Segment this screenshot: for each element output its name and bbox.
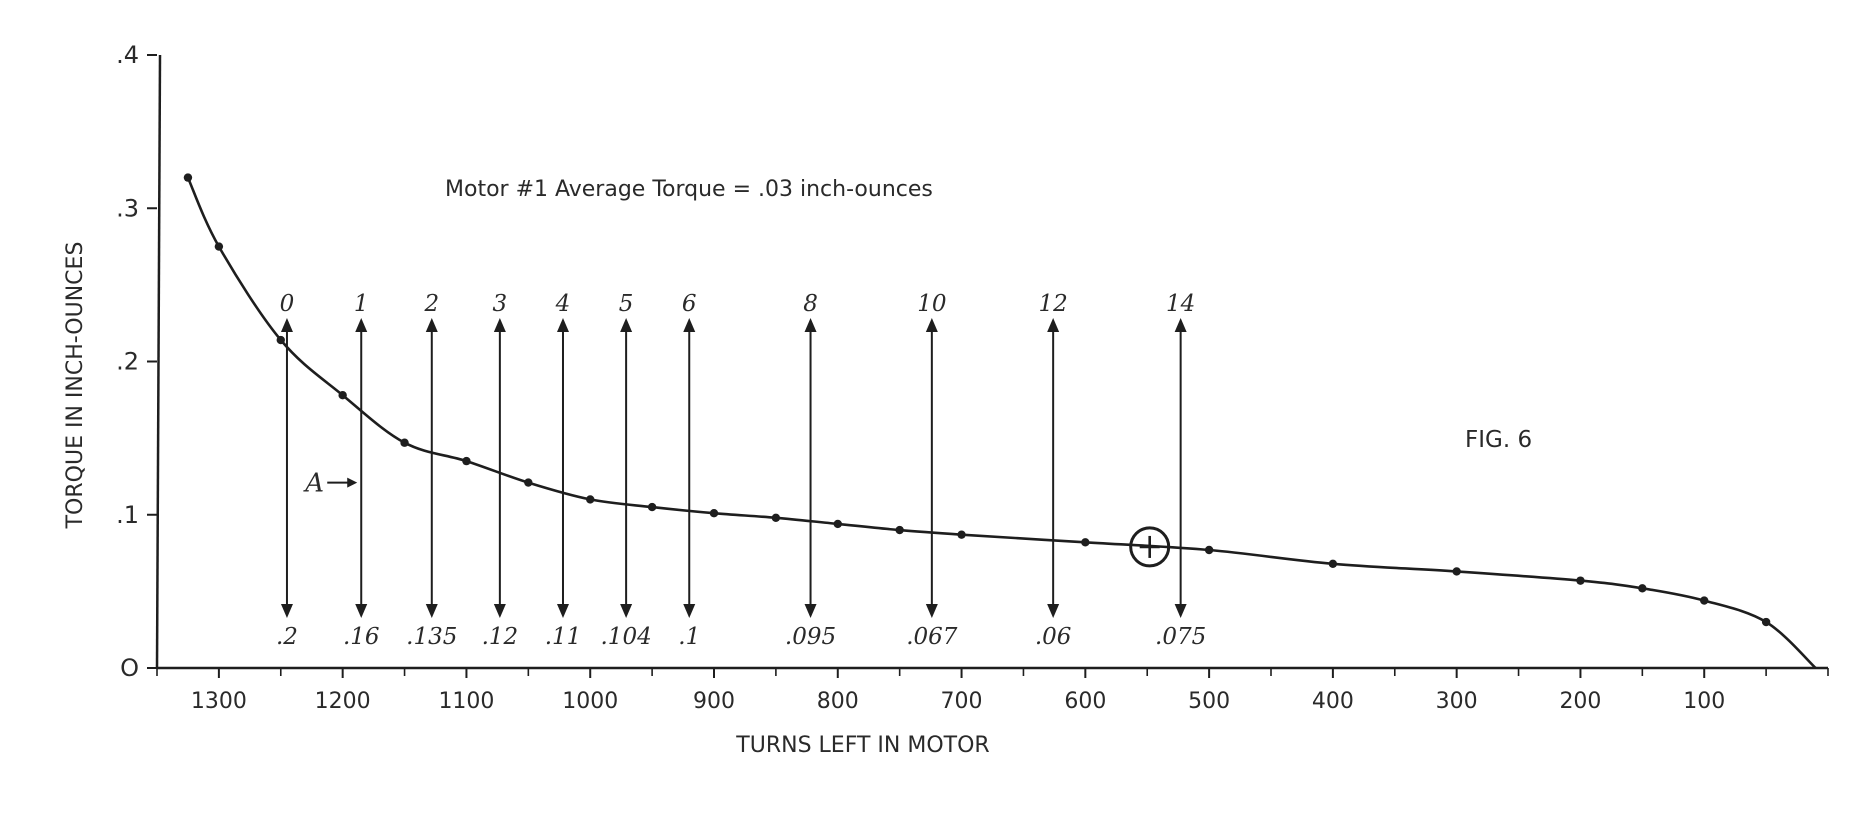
marker-arrow-head-up — [1174, 318, 1187, 332]
marker-arrow-head-up — [425, 318, 438, 332]
x-tick-label: 1300 — [191, 689, 247, 714]
marker-arrow-head-up — [355, 318, 368, 332]
marker-top-label: 0 — [280, 291, 295, 317]
x-tick-label: 300 — [1436, 689, 1478, 714]
torque-data-point — [276, 335, 285, 345]
x-tick-label: 1100 — [438, 689, 494, 714]
torque-data-point — [462, 456, 471, 466]
marker-arrow-head-down — [683, 604, 696, 618]
torque-data-point — [833, 519, 842, 529]
marker-bottom-label: .075 — [1155, 624, 1206, 650]
torque-data-point — [1638, 584, 1647, 593]
marker-bottom-label: .12 — [482, 624, 519, 650]
torque-data-point — [1328, 559, 1338, 568]
marker-bottom-label: .135 — [406, 624, 457, 650]
marker-arrow-head-up — [683, 318, 696, 332]
torque-data-point — [400, 438, 409, 447]
chart-annotation: Motor #1 Average Torque = .03 inch-ounce… — [445, 177, 933, 202]
y-tick-label: O — [120, 654, 139, 682]
marker-arrow-head-down — [804, 604, 817, 618]
torque-data-point — [524, 478, 533, 487]
torque-data-point — [1204, 545, 1214, 555]
y-tick-label: .1 — [116, 501, 139, 529]
marker-bottom-label: .11 — [545, 624, 582, 650]
torque-data-point — [709, 509, 719, 518]
torque-data-point — [1700, 596, 1709, 605]
point-label-a: A — [303, 469, 324, 499]
marker-top-label: 12 — [1039, 291, 1068, 317]
torque-data-point — [895, 525, 904, 535]
torque-data-point — [1452, 567, 1461, 576]
x-tick-label: 1000 — [562, 689, 618, 714]
marker-arrow-head-up — [620, 318, 633, 332]
torque-data-point — [1576, 576, 1585, 585]
circled-point-ring — [1129, 526, 1171, 568]
marker-bottom-label: .095 — [785, 624, 836, 650]
marker-top-label: 5 — [619, 291, 634, 317]
marker-arrow-head-up — [925, 318, 938, 332]
marker-arrow-head-down — [425, 604, 438, 618]
marker-bottom-label: .067 — [906, 624, 958, 650]
marker-top-label: 1 — [354, 291, 369, 317]
marker-top-label: 6 — [682, 291, 697, 317]
marker-arrow-head-down — [925, 604, 938, 618]
y-axis-line — [155, 54, 162, 669]
point-label-arrow-head — [347, 477, 358, 488]
torque-data-point — [214, 242, 224, 251]
torque-data-point — [647, 502, 657, 512]
marker-bottom-label: .104 — [601, 624, 652, 650]
marker-arrow-head-up — [1047, 318, 1060, 332]
torque-curve-layer — [183, 173, 1817, 669]
torque-data-point — [771, 513, 781, 523]
marker-arrow-head-down — [556, 604, 569, 618]
x-tick-label: 800 — [817, 689, 859, 714]
x-tick-label: 600 — [1064, 689, 1106, 714]
marker-arrow-head-up — [804, 318, 817, 332]
marker-top-label: 14 — [1166, 291, 1195, 317]
marker-arrow-head-up — [280, 318, 293, 332]
measurement-markers: 0 .2 1 .16 2 .135 3 .12 4 .11 5 .104 6 .1 8 .095 10 .067 1… — [276, 291, 1206, 650]
marker-arrow-head-up — [493, 318, 506, 332]
marker-top-label: 8 — [803, 291, 818, 317]
torque-data-point — [1761, 617, 1771, 627]
x-tick-label: 400 — [1312, 689, 1354, 714]
x-tick-label: 200 — [1559, 689, 1601, 714]
y-tick-label: .2 — [116, 348, 139, 376]
y-tick-label: .4 — [116, 41, 139, 69]
marker-arrow-head-down — [620, 604, 633, 618]
marker-top-label: 10 — [917, 291, 946, 317]
torque-data-point — [338, 391, 347, 400]
torque-data-point — [586, 495, 595, 504]
marker-bottom-label: .1 — [678, 624, 700, 650]
torque-data-point — [1081, 538, 1090, 547]
marker-top-label: 2 — [423, 291, 439, 317]
x-axis-label: TURNS LEFT IN MOTOR — [735, 733, 989, 758]
marker-bottom-label: .2 — [276, 624, 298, 650]
x-tick-label: 1200 — [315, 689, 371, 714]
torque-data-point — [183, 173, 193, 182]
marker-arrow-head-down — [493, 604, 506, 618]
chart-ticks: 1300 1200 1100 1000 900 800 700 600 500 400 300 200… — [116, 41, 1829, 714]
marker-bottom-label: .06 — [1035, 624, 1072, 650]
marker-arrow-head-down — [1174, 604, 1187, 618]
x-tick-label: 900 — [693, 689, 735, 714]
x-tick-label: 100 — [1683, 689, 1725, 714]
marker-arrow-head-down — [1047, 604, 1060, 618]
marker-arrow-head-down — [280, 604, 293, 618]
y-axis-label: TORQUE IN INCH-OUNCES — [63, 242, 88, 530]
x-tick-label: 500 — [1188, 689, 1230, 714]
x-tick-label: 700 — [941, 689, 983, 714]
marker-bottom-label: .16 — [343, 624, 380, 650]
y-tick-label: .3 — [116, 194, 139, 222]
figure-label: FIG. 6 — [1465, 427, 1532, 453]
marker-top-label: 3 — [493, 291, 508, 317]
torque-data-point — [957, 530, 966, 539]
marker-arrow-head-up — [556, 318, 569, 332]
marker-arrow-head-down — [355, 604, 368, 618]
marker-top-label: 4 — [555, 291, 571, 317]
chart-axes — [155, 54, 1828, 670]
